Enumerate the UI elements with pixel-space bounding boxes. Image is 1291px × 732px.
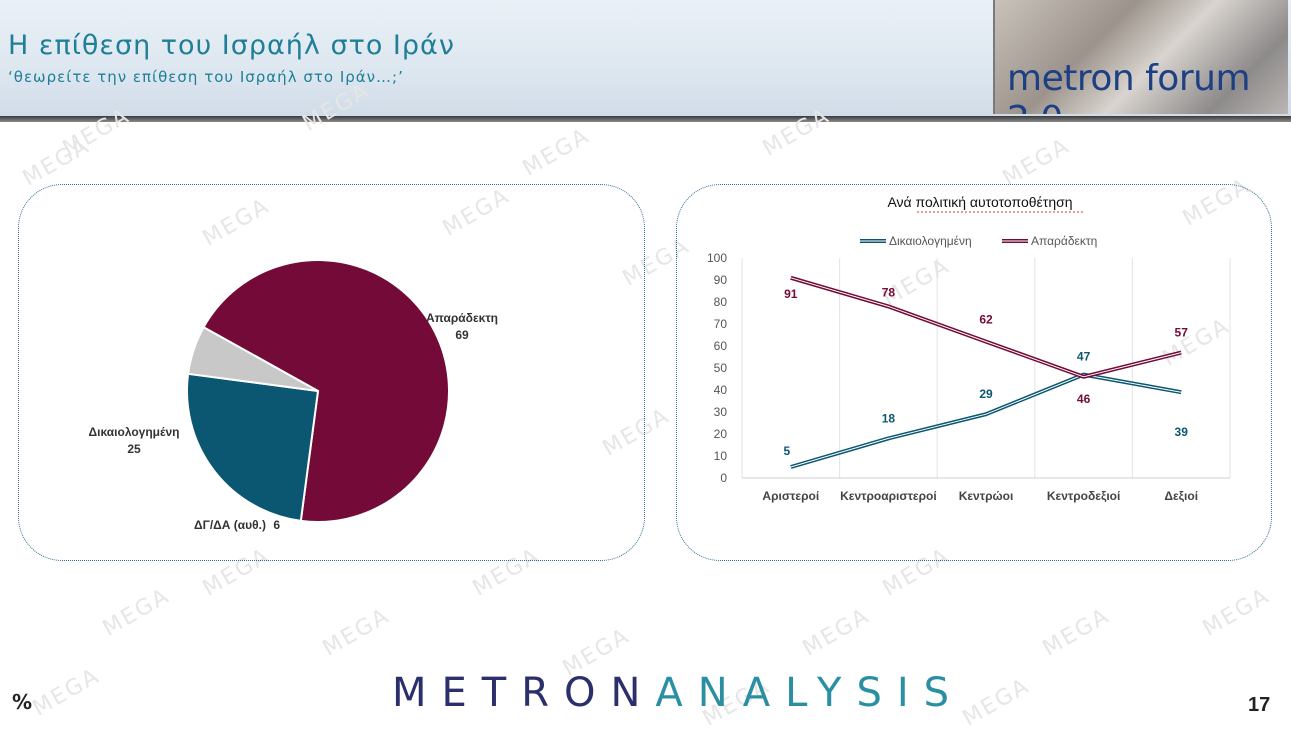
x-tick-label: Κεντρώοι [959,489,1014,503]
line-panel [676,184,1272,561]
x-tick-label: Κεντροαριστεροί [840,489,937,503]
pie-panel [18,184,645,561]
pie-value-unacceptable: 69 [455,328,469,342]
watermark-text: MEGA [28,663,105,722]
brand-logo-text: metron forum 2.0 [1007,58,1251,114]
y-tick-label: 70 [714,317,728,331]
legend-label-unacceptable: Απαράδεκτη [1031,234,1097,248]
y-tick-label: 50 [714,361,728,375]
y-tick-label: 0 [720,471,727,485]
y-tick-label: 90 [714,273,728,287]
x-tick-label: Αριστεροί [762,489,819,503]
pie-slice [202,259,450,523]
pie-slice [186,372,320,522]
y-tick-label: 30 [714,405,728,419]
series-line-highlight [790,374,1182,468]
series-line-highlight [790,277,1182,378]
unit-label: % [12,690,33,714]
y-tick-label: 20 [714,427,728,441]
y-tick-label: 60 [714,339,728,353]
data-label: 5 [783,444,790,458]
data-label: 18 [882,411,896,425]
data-label: 46 [1077,392,1091,406]
page-title: Η επίθεση του Ισραήλ στο Ιράν [8,30,455,61]
y-tick-label: 40 [714,383,728,397]
pie-value-dkna: 6 [273,518,280,532]
page-subtitle: ‘θεωρείτε την επίθεση του Ισραήλ στο Ιρά… [8,68,404,86]
data-label: 29 [979,387,993,401]
line-chart: Ανά πολιτική αυτοτοποθέτηση Δικαιολογημέ… [707,194,1231,503]
watermark-text: MEGA [798,603,875,662]
line-chart-title: Ανά πολιτική αυτοτοποθέτηση [887,194,1072,210]
footer-logo-analysis: ANALYSIS [655,670,965,716]
y-tick-label: 100 [707,251,727,265]
pie-label-dkna-name: ΔΓ/ΔΑ (αυθ.) [194,518,266,532]
pie-chart: Απαράδεκτη 69 Δικαιολογημένη 25 ΔΓ/ΔΑ (α… [89,259,498,532]
x-tick-label: Κεντροδεξιοί [1047,489,1120,503]
watermark-text: MEGA [318,603,395,662]
series-line [790,275,1182,379]
page-number: 17 [1248,694,1271,716]
pie-label-dkna: ΔΓ/ΔΑ (αυθ.) 6 [194,518,280,532]
x-tick-label: Δεξιοί [1164,489,1198,503]
brand-logo: metron forum 2.0 [993,0,1288,114]
y-tick-label: 80 [714,295,728,309]
footer-logo: METRONANALYSIS [392,670,964,716]
legend-label-justified: Δικαιολογημένη [889,234,972,248]
watermark-text: MEGA [958,673,1035,732]
pie-value-justified: 25 [127,442,141,456]
data-label: 91 [784,287,798,301]
data-label: 47 [1077,350,1091,364]
header-divider [0,116,1291,122]
pie-label-unacceptable: Απαράδεκτη [426,311,498,325]
data-label: 78 [882,285,896,299]
data-label: 62 [979,313,993,327]
data-label: 57 [1175,326,1189,340]
pie-slice [187,325,319,392]
pie-label-justified: Δικαιολογημένη [89,425,180,439]
y-tick-label: 10 [714,449,728,463]
watermark-text: MEGA [1038,603,1115,662]
data-label: 39 [1175,425,1189,439]
footer-logo-metron: METRON [392,670,656,716]
